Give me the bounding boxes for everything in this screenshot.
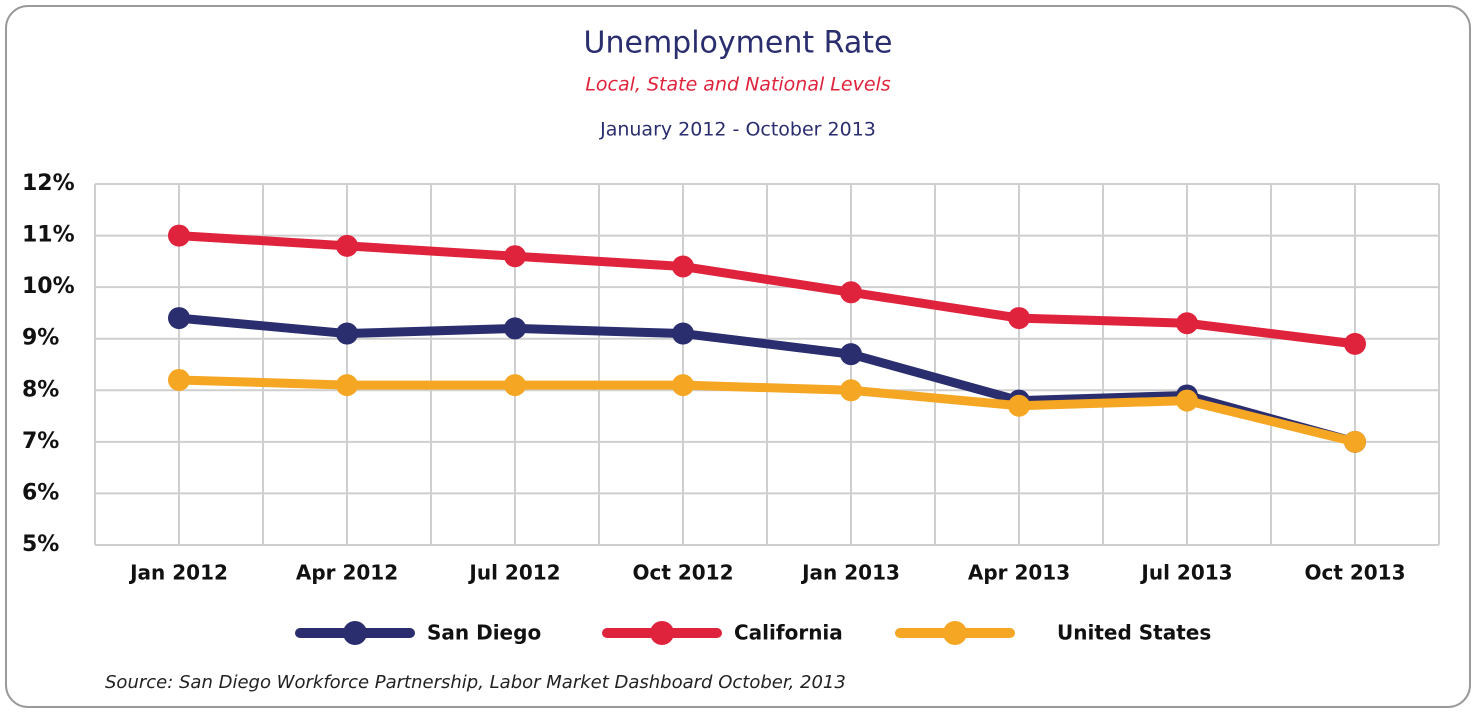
series-line xyxy=(178,375,1357,447)
data-point xyxy=(168,224,190,247)
legend-swatch-dot xyxy=(943,621,967,645)
x-tick-label: Jan 2012 xyxy=(128,561,228,585)
y-tick-label: 8% xyxy=(22,377,59,402)
data-point xyxy=(336,234,358,257)
data-point xyxy=(168,368,190,391)
x-tick-label: Jul 2012 xyxy=(467,561,560,585)
y-tick-label: 7% xyxy=(22,429,59,454)
data-point xyxy=(1344,430,1366,453)
x-tick-label: Oct 2012 xyxy=(632,561,733,585)
legend-label: California xyxy=(734,621,843,645)
series-line xyxy=(178,231,1356,349)
frame xyxy=(5,5,1471,708)
y-tick-label: 5% xyxy=(22,532,59,557)
data-point xyxy=(672,322,694,345)
data-point xyxy=(504,374,526,397)
x-tick-label: Jan 2013 xyxy=(800,561,900,585)
legend-swatch-dot xyxy=(343,621,367,645)
x-tick-label: Oct 2013 xyxy=(1304,561,1405,585)
data-point xyxy=(840,343,862,366)
data-point xyxy=(840,379,862,402)
data-point xyxy=(336,322,358,345)
data-point xyxy=(504,317,526,340)
chart-subtitle: Local, State and National Levels xyxy=(585,74,890,96)
data-point xyxy=(336,374,358,397)
data-point xyxy=(504,245,526,268)
legend-label: San Diego xyxy=(427,621,541,645)
data-point xyxy=(1344,332,1366,355)
data-point xyxy=(672,255,694,278)
data-point xyxy=(168,307,190,330)
x-tick-label: Apr 2013 xyxy=(968,561,1070,585)
data-point xyxy=(672,374,694,397)
chart-title: Unemployment Rate xyxy=(584,26,893,61)
x-tick-label: Apr 2012 xyxy=(296,561,398,585)
series-line xyxy=(178,313,1357,447)
date-range: January 2012 - October 2013 xyxy=(599,119,876,141)
y-tick-label: 11% xyxy=(22,223,75,248)
data-point xyxy=(840,281,862,304)
legend-label: United States xyxy=(1057,621,1211,645)
legend-swatch-dot xyxy=(650,621,674,645)
data-point xyxy=(1008,307,1030,330)
y-tick-label: 6% xyxy=(22,480,59,505)
data-point xyxy=(1176,389,1198,412)
data-point xyxy=(1008,394,1030,417)
y-tick-label: 10% xyxy=(22,274,75,299)
data-point xyxy=(1176,312,1198,335)
y-tick-label: 9% xyxy=(22,326,59,351)
x-tick-label: Jul 2013 xyxy=(1139,561,1232,585)
y-tick-label: 12% xyxy=(22,171,75,196)
source-note: Source: San Diego Workforce Partnership,… xyxy=(105,672,846,693)
